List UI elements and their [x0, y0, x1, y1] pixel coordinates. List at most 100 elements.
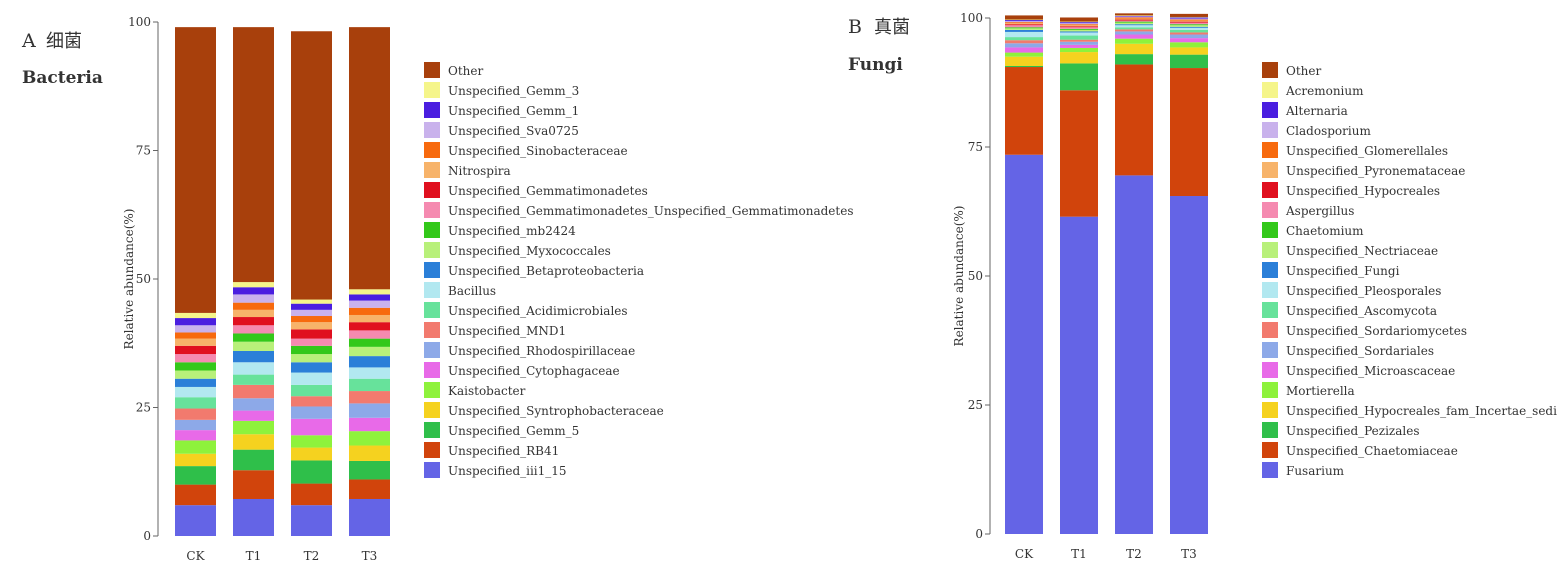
fungi-legend-label: Unspecified_Fungi: [1286, 264, 1400, 278]
fungi-bar-segment: [1060, 26, 1098, 28]
fungi-bar-segment: [1060, 31, 1098, 33]
bacteria-legend-swatch: [424, 142, 440, 158]
fungi-bar-segment: [1060, 24, 1098, 26]
fungi-bar-segment: [1005, 15, 1043, 20]
bacteria-y-axis-title: Relative abundance(%): [122, 209, 136, 350]
bacteria-legend-label: Unspecified_Acidimicrobiales: [448, 304, 628, 318]
bacteria-legend-swatch: [424, 282, 440, 298]
bacteria-legend-label: Unspecified_Betaproteobacteria: [448, 264, 644, 278]
bacteria-legend-swatch: [424, 202, 440, 218]
bacteria-bar-segment: [175, 419, 216, 431]
fungi-legend-swatch: [1262, 162, 1278, 178]
bacteria-legend-swatch: [424, 322, 440, 338]
bacteria-legend-label: Unspecified_Gemmatimonadetes_Unspecified…: [448, 204, 853, 218]
fungi-x-tick-label: T1: [1071, 547, 1087, 561]
fungi-bar-segment: [1115, 19, 1153, 21]
bacteria-bar-segment: [233, 325, 274, 334]
bacteria-bar-segment: [233, 434, 274, 450]
bacteria-legend-swatch: [424, 422, 440, 438]
fungi-legend-swatch: [1262, 82, 1278, 98]
bacteria-y-tick-label: 100: [128, 15, 151, 29]
bacteria-x-tick-label: T1: [246, 549, 262, 563]
bacteria-bar-segment: [349, 294, 390, 301]
fungi-bar-segment: [1170, 21, 1208, 23]
bacteria-legend-label: Unspecified_Myxococcales: [448, 244, 611, 258]
fungi-legend-swatch: [1262, 422, 1278, 438]
fungi-bar-segment: [1005, 40, 1043, 44]
fungi-legend-swatch: [1262, 182, 1278, 198]
bacteria-legend-label: Unspecified_iii1_15: [448, 464, 567, 478]
bacteria-legend-swatch: [424, 342, 440, 358]
fungi-legend-label: Unspecified_Pyronemataceae: [1286, 164, 1465, 178]
bacteria-bar-segment: [291, 338, 332, 346]
fungi-bar-segment: [1170, 34, 1208, 39]
bacteria-bar-segment: [175, 362, 216, 371]
bacteria-bar-segment: [291, 384, 332, 397]
fungi-bar-segment: [1060, 52, 1098, 64]
bacteria-bar-segment: [291, 406, 332, 419]
bacteria-bar-segment: [349, 378, 390, 392]
fungi-legend-label: Unspecified_Nectriaceae: [1286, 244, 1438, 258]
fungi-bar-segment: [1115, 27, 1153, 30]
bacteria-bar-segment: [175, 378, 216, 387]
fungi-bar-segment: [1170, 16, 1208, 18]
fungi-legend-label: Acremonium: [1285, 84, 1364, 98]
fungi-legend-swatch: [1262, 302, 1278, 318]
panel-a-letter: A: [21, 30, 36, 52]
bacteria-legend-label: Unspecified_Gemm_1: [448, 104, 579, 118]
fungi-bar-segment: [1005, 67, 1043, 155]
bacteria-legend-label: Unspecified_Gemm_5: [448, 424, 579, 438]
fungi-bar-segment: [1060, 41, 1098, 45]
bacteria-legend-swatch: [424, 362, 440, 378]
bacteria-bar-segment: [291, 435, 332, 448]
bacteria-legend-swatch: [424, 122, 440, 138]
fungi-bar-segment: [1115, 25, 1153, 28]
fungi-bar-segment: [1005, 25, 1043, 28]
fungi-legend-swatch: [1262, 462, 1278, 478]
bacteria-x-tick-label: T3: [362, 549, 378, 563]
fungi-bar-segment: [1060, 28, 1098, 30]
bacteria-bar-segment: [175, 332, 216, 339]
fungi-bar-segment: [1005, 27, 1043, 29]
bacteria-legend-label: Kaistobacter: [448, 384, 526, 398]
bacteria-bar-segment: [233, 282, 274, 288]
fungi-bar-segment: [1115, 16, 1153, 18]
fungi-legend-swatch: [1262, 282, 1278, 298]
fungi-bar-segment: [1170, 22, 1208, 25]
bacteria-bar-segment: [175, 345, 216, 355]
bacteria-bar-segment: [291, 418, 332, 436]
fungi-legend-swatch: [1262, 222, 1278, 238]
fungi-legend-label: Unspecified_Sordariomycetes: [1286, 324, 1467, 338]
fungi-bar-segment: [1060, 27, 1098, 29]
bacteria-bar-segment: [233, 287, 274, 295]
bacteria-bar-segment: [291, 345, 332, 355]
fungi-bar-segment: [1170, 13, 1208, 17]
bacteria-legend-label: Unspecified_Cytophagaceae: [448, 364, 620, 378]
fungi-bar-segment: [1170, 25, 1208, 27]
bacteria-legend-label: Unspecified_Gemm_3: [448, 84, 579, 98]
fungi-bar-segment: [1005, 65, 1043, 68]
fungi-bar-segment: [1115, 38, 1153, 44]
bacteria-bar-segment: [349, 307, 390, 315]
bacteria-legend-swatch: [424, 102, 440, 118]
bacteria-legend-swatch: [424, 242, 440, 258]
fungi-bar-segment: [1005, 28, 1043, 30]
bacteria-bar-segment: [233, 341, 274, 351]
bacteria-bar-segment: [175, 430, 216, 441]
bacteria-bar-segment: [233, 374, 274, 385]
bacteria-bar-segment: [175, 505, 216, 536]
fungi-bar-segment: [1115, 18, 1153, 20]
fungi-y-axis-title: Relative abundance(%): [952, 206, 966, 347]
fungi-legend-swatch: [1262, 382, 1278, 398]
fungi-bar-segment: [1115, 34, 1153, 39]
fungi-x-tick-label: T2: [1126, 547, 1142, 561]
fungi-bar-segment: [1170, 18, 1208, 20]
bacteria-bar-segment: [291, 303, 332, 310]
bacteria-bar-segment: [175, 408, 216, 420]
bacteria-bar-segment: [349, 391, 390, 404]
panel-b-chinese-title: 真菌: [874, 17, 910, 38]
bacteria-bar-segment: [233, 317, 274, 326]
bacteria-bar-segment: [349, 300, 390, 308]
fungi-bar-segment: [1005, 37, 1043, 41]
fungi-bar-segment: [1115, 15, 1153, 17]
